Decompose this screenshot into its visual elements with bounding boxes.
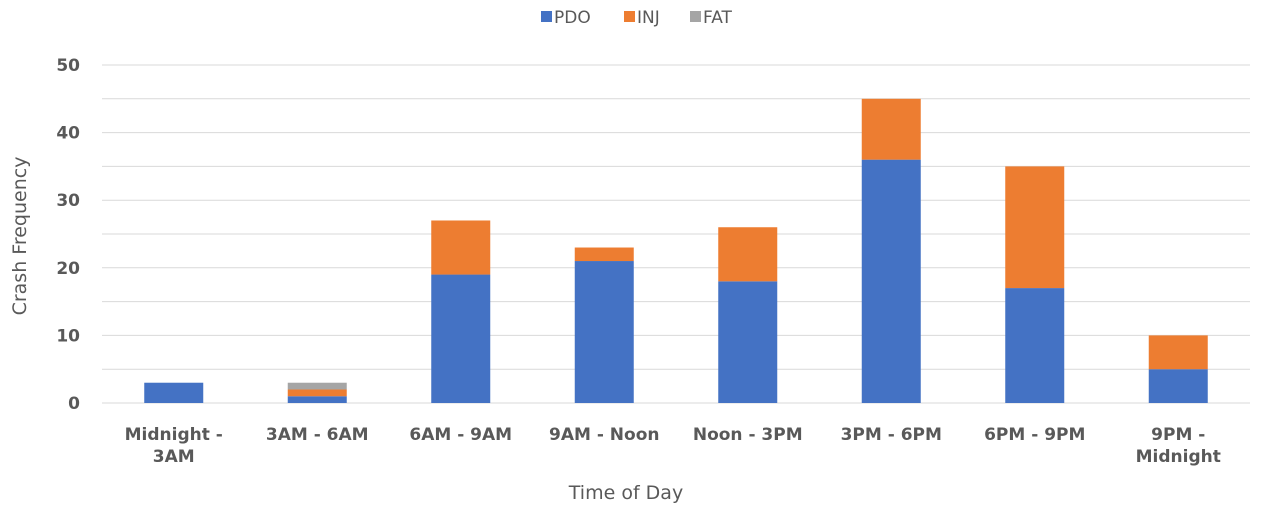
bar-segment-fat [287,382,347,390]
y-axis-title: Crash Frequency [9,157,31,316]
bar-segment-pdo [718,281,778,403]
x-tick-label: Midnight -3AM [125,425,223,467]
legend-label-inj: INJ [637,8,660,28]
x-tick-label: 6AM - 9AM [409,425,512,445]
x-tick-label: 3AM - 6AM [266,425,369,445]
bar-segment-inj [718,227,778,282]
bar-segment-inj [574,247,634,262]
bar-segment-inj [431,220,491,275]
bar-segment-pdo [1005,288,1065,403]
bar-segment-pdo [287,396,347,403]
y-tick-label: 40 [56,124,80,144]
y-tick-label: 20 [56,259,80,279]
y-tick-label: 0 [68,394,80,414]
x-axis-ticks: Midnight -3AM 3AM - 6AM 6AM - 9AM 9AM - Noo… [125,425,1221,467]
bar-segment-pdo [144,382,204,403]
gridlines [102,64,1250,404]
bar-segment-pdo [574,261,634,403]
bar-segment-inj [861,98,921,160]
x-tick-label: 6PM - 9PM [984,425,1085,445]
bar-segment-inj [287,389,347,397]
legend-swatch-pdo [541,11,552,22]
x-tick-label: 9PM -Midnight [1136,425,1221,467]
legend-swatch-inj [624,11,635,22]
bar-segment-pdo [861,159,921,403]
legend: PDO INJ FAT [541,8,733,28]
x-axis-title: Time of Day [568,482,683,504]
bars [144,98,1208,403]
legend-label-pdo: PDO [554,8,591,28]
legend-label-fat: FAT [703,8,733,28]
bar-segment-pdo [1148,369,1208,403]
x-tick-label: 9AM - Noon [549,425,659,445]
bar-segment-inj [1148,335,1208,370]
y-tick-label: 50 [56,56,80,76]
bar-segment-inj [1005,166,1065,289]
y-axis-ticks: 0 10 20 30 40 50 [56,56,80,414]
bar-segment-pdo [431,274,491,403]
legend-swatch-fat [690,11,701,22]
y-tick-label: 30 [56,191,80,211]
y-tick-label: 10 [56,326,80,346]
x-tick-label: 3PM - 6PM [841,425,942,445]
x-tick-label: Noon - 3PM [693,425,803,445]
